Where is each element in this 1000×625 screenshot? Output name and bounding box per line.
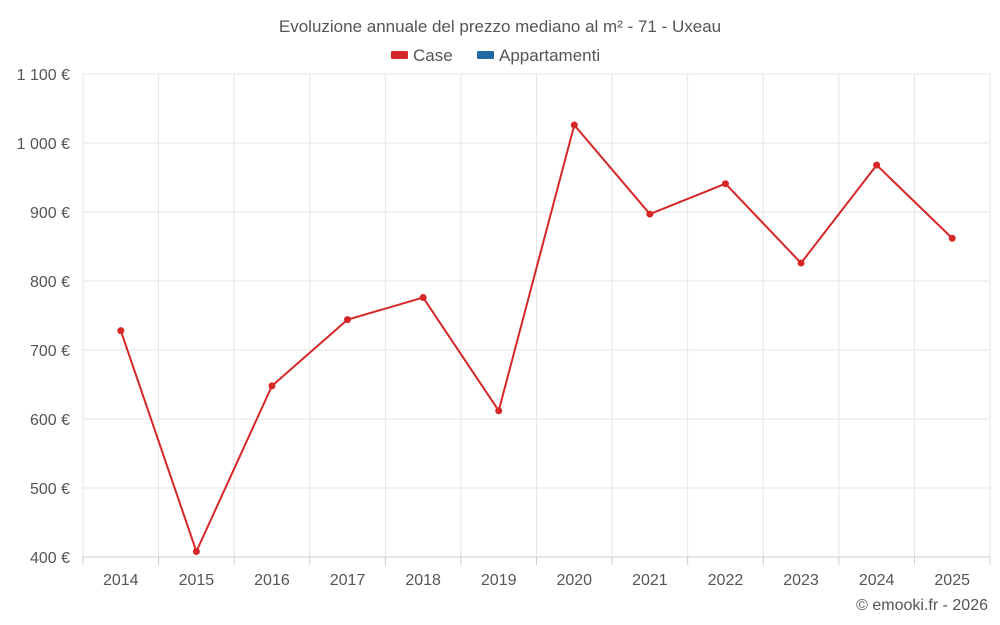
y-tick-label: 600 € [30,412,70,429]
series-line-case [119,122,953,555]
credit-text: © emooki.fr - 2026 [856,597,988,614]
x-axis: 2014 2015 2016 2017 2018 2019 2020 2021 2022 2023… [82,557,991,589]
y-tick-label: 500 € [30,481,70,498]
data-point[interactable] [419,294,427,302]
x-tick-label: 2023 [783,572,819,589]
chart-title: Evoluzione annuale del prezzo mediano al… [279,17,721,36]
legend-label: Appartamenti [499,46,600,65]
y-tick-label: 800 € [30,274,70,291]
data-point[interactable] [873,161,881,169]
legend-item-case[interactable]: Case [391,46,453,65]
data-point[interactable] [495,407,503,415]
y-tick-label: 900 € [30,205,70,222]
legend-label: Case [413,46,453,65]
data-point[interactable] [570,121,578,129]
x-tick-label: 2019 [481,572,517,589]
y-tick-label: 400 € [30,550,70,567]
x-tick-label: 2024 [859,572,895,589]
y-axis: 400 € 500 € 600 € 700 € 800 € 900 € 1 000 € 1 1… [17,67,70,567]
data-point[interactable] [117,327,125,335]
data-point[interactable] [646,210,654,218]
legend-item-appartamenti[interactable]: Appartamenti [477,46,600,65]
data-point[interactable] [192,547,200,555]
legend[interactable]: Case Appartamenti [391,46,600,65]
x-tick-label: 2015 [179,572,215,589]
x-tick-label: 2020 [556,572,592,589]
x-tick-label: 2017 [330,572,366,589]
x-tick-label: 2021 [632,572,668,589]
data-point[interactable] [344,316,352,324]
data-point[interactable] [948,234,956,242]
x-tick-label: 2016 [254,572,290,589]
x-tick-label: 2014 [103,572,139,589]
y-tick-label: 1 000 € [17,136,70,153]
legend-swatch [391,51,408,59]
legend-swatch [477,51,494,59]
x-grid [82,74,991,557]
series-layer [117,121,956,555]
data-point[interactable] [797,259,805,267]
x-tick-label: 2022 [708,572,744,589]
x-tick-label: 2025 [934,572,970,589]
data-point[interactable] [268,382,276,390]
y-tick-label: 700 € [30,343,70,360]
y-tick-label: 1 100 € [17,67,70,84]
x-tick-label: 2018 [405,572,441,589]
data-point[interactable] [721,180,729,188]
